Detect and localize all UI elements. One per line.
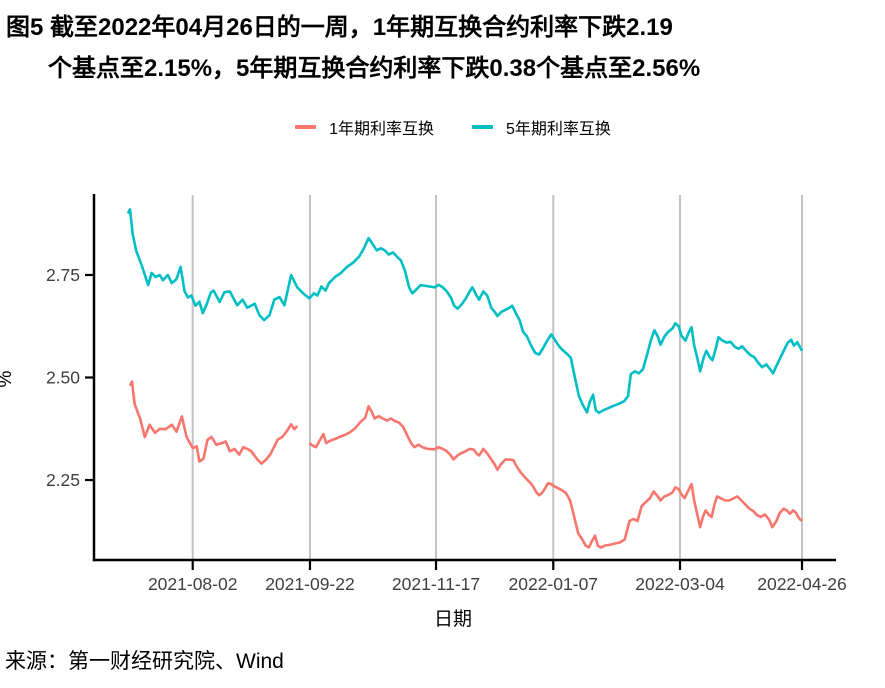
y-tick-label: 2.50 <box>46 368 80 388</box>
x-tick-label: 2022-04-26 <box>757 574 847 594</box>
legend-item-5y: 5年期利率互换 <box>472 115 611 139</box>
y-axis-title: % <box>0 349 17 409</box>
legend-item-1y: 1年期利率互换 <box>295 115 434 139</box>
legend-line-swatch-1y <box>295 125 317 129</box>
x-tick-label: 2022-01-07 <box>509 574 599 594</box>
chart-legend: 1年期利率互换 5年期利率互换 <box>95 113 811 141</box>
x-axis-title: 日期 <box>433 609 472 630</box>
legend-label-1y: 1年期利率互换 <box>329 121 434 138</box>
series-line-1y <box>308 404 803 550</box>
figure-title-line2: 个基点至2.15%，5年期互换合约利率下跌0.38个基点至2.56% <box>48 55 701 82</box>
x-tick-label: 2021-08-02 <box>148 574 238 594</box>
figure-title: 图5 截至2022年04月26日的一周，1年期互换合约利率下跌2.19 个基点至… <box>6 7 878 89</box>
x-tick-label: 2021-09-22 <box>265 574 355 594</box>
legend-label-5y: 5年期利率互换 <box>506 121 611 138</box>
x-tick-label: 2022-03-04 <box>635 574 725 594</box>
series-line-5y <box>126 208 804 415</box>
legend-line-swatch-5y <box>472 125 493 129</box>
x-tick-label: 2021-11-17 <box>392 574 480 594</box>
source-note: 来源：第一财经研究院、Wind <box>5 650 284 673</box>
y-tick-label: 2.25 <box>46 470 80 490</box>
y-tick-label: 2.75 <box>46 265 80 285</box>
figure-title-line1: 图5 截至2022年04月26日的一周，1年期互换合约利率下跌2.19 <box>6 14 673 41</box>
series-line-1y <box>128 380 299 465</box>
